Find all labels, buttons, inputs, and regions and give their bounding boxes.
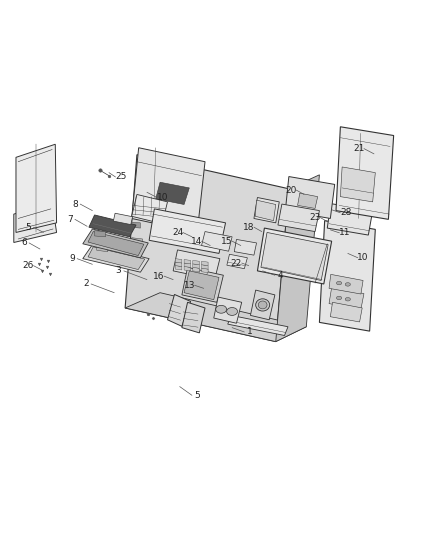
Polygon shape: [201, 268, 208, 272]
Ellipse shape: [336, 296, 342, 300]
Polygon shape: [254, 198, 279, 223]
Text: 1: 1: [247, 327, 252, 336]
Polygon shape: [132, 238, 143, 245]
Polygon shape: [149, 209, 226, 253]
Polygon shape: [184, 271, 219, 300]
Text: 16: 16: [153, 272, 165, 280]
Text: 6: 6: [21, 238, 27, 247]
Polygon shape: [261, 232, 328, 280]
Text: 2: 2: [83, 279, 88, 288]
Polygon shape: [113, 213, 133, 224]
Polygon shape: [83, 229, 148, 258]
Text: 14: 14: [191, 237, 202, 246]
Polygon shape: [336, 127, 394, 220]
Polygon shape: [175, 259, 182, 263]
Text: 26: 26: [22, 261, 34, 270]
Text: 22: 22: [231, 259, 242, 268]
Polygon shape: [173, 250, 220, 280]
Polygon shape: [88, 247, 145, 270]
Polygon shape: [83, 245, 149, 272]
Polygon shape: [16, 144, 57, 232]
Text: 9: 9: [69, 254, 75, 263]
Text: 10: 10: [357, 253, 369, 262]
Text: 18: 18: [243, 223, 254, 232]
Text: 24: 24: [172, 228, 183, 237]
Polygon shape: [193, 261, 199, 265]
Polygon shape: [175, 265, 182, 270]
Polygon shape: [278, 204, 319, 231]
Polygon shape: [201, 261, 208, 265]
Polygon shape: [234, 239, 257, 255]
Polygon shape: [88, 231, 144, 256]
Polygon shape: [182, 268, 223, 302]
Text: 13: 13: [184, 281, 195, 290]
Polygon shape: [184, 260, 191, 264]
Text: 20: 20: [285, 185, 297, 195]
Text: 5: 5: [194, 391, 200, 400]
Polygon shape: [327, 204, 373, 235]
Polygon shape: [182, 302, 205, 333]
Polygon shape: [155, 182, 189, 205]
Text: 25: 25: [115, 173, 127, 182]
Polygon shape: [114, 241, 125, 248]
Polygon shape: [255, 200, 276, 221]
Ellipse shape: [336, 281, 342, 285]
Polygon shape: [330, 302, 362, 322]
Polygon shape: [130, 222, 141, 228]
Text: 10: 10: [156, 193, 168, 202]
Polygon shape: [167, 294, 191, 326]
Polygon shape: [201, 231, 232, 251]
Polygon shape: [319, 221, 375, 331]
Polygon shape: [214, 297, 242, 323]
Polygon shape: [329, 274, 363, 294]
Polygon shape: [329, 287, 364, 309]
Ellipse shape: [216, 305, 226, 313]
Polygon shape: [89, 215, 136, 237]
Text: 7: 7: [67, 215, 73, 224]
Polygon shape: [97, 245, 108, 252]
Polygon shape: [193, 264, 199, 268]
Polygon shape: [340, 167, 375, 202]
Text: 23: 23: [309, 213, 321, 222]
Polygon shape: [297, 193, 318, 208]
Polygon shape: [184, 266, 191, 271]
Polygon shape: [228, 316, 288, 335]
Polygon shape: [227, 254, 247, 269]
Text: 8: 8: [72, 199, 78, 208]
Text: 3: 3: [116, 266, 121, 276]
Polygon shape: [95, 231, 106, 237]
Text: 21: 21: [353, 144, 364, 153]
Text: 11: 11: [339, 228, 350, 237]
Polygon shape: [132, 148, 205, 232]
Polygon shape: [276, 175, 319, 342]
Text: 15: 15: [221, 237, 233, 246]
Polygon shape: [286, 176, 335, 219]
Text: 28: 28: [340, 208, 351, 217]
Text: 5: 5: [25, 223, 31, 232]
Ellipse shape: [256, 299, 270, 311]
Polygon shape: [251, 290, 275, 320]
Polygon shape: [14, 203, 57, 243]
Polygon shape: [201, 265, 208, 269]
Polygon shape: [175, 262, 182, 266]
Polygon shape: [258, 228, 332, 284]
Ellipse shape: [226, 308, 237, 316]
Ellipse shape: [345, 282, 350, 286]
Polygon shape: [125, 293, 306, 342]
Polygon shape: [125, 155, 289, 342]
Polygon shape: [112, 227, 123, 232]
Polygon shape: [193, 268, 199, 272]
Ellipse shape: [258, 301, 267, 309]
Ellipse shape: [345, 297, 350, 301]
Text: 4: 4: [277, 271, 283, 280]
Polygon shape: [132, 195, 167, 224]
Polygon shape: [184, 263, 191, 268]
